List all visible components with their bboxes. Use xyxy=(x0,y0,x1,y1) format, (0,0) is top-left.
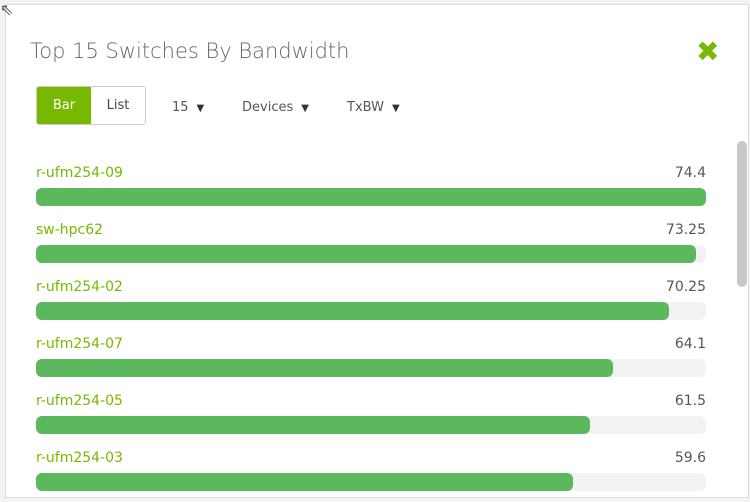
metric-dropdown[interactable]: TxBW ▼ xyxy=(347,100,400,115)
bar-fill xyxy=(36,245,696,263)
count-dropdown[interactable]: 15 ▼ xyxy=(172,100,204,115)
scope-dropdown[interactable]: Devices ▼ xyxy=(242,100,309,115)
scope-value: Devices xyxy=(242,100,294,115)
list-view-button[interactable]: List xyxy=(106,98,130,113)
scrollbar[interactable] xyxy=(737,141,747,287)
bar-row[interactable]: r-ufm254-03 59.6 xyxy=(36,450,706,492)
bar-row[interactable]: r-ufm254-05 61.5 xyxy=(36,393,706,435)
bar-value: 70.25 xyxy=(665,279,706,295)
bar-list: r-ufm254-09 74.4 sw-hpc62 73.25 r-ufm254… xyxy=(6,145,736,495)
bar-track xyxy=(36,416,706,434)
bar-row[interactable]: sw-hpc62 73.25 xyxy=(36,222,706,264)
device-link[interactable]: r-ufm254-02 xyxy=(36,279,123,295)
bar-row[interactable]: r-ufm254-07 64.1 xyxy=(36,336,706,378)
bar-track xyxy=(36,302,706,320)
bar-value: 64.1 xyxy=(674,336,706,352)
bar-fill xyxy=(36,473,573,491)
bar-fill xyxy=(36,188,706,206)
device-link[interactable]: r-ufm254-05 xyxy=(36,393,123,409)
view-toggle: Bar List xyxy=(36,86,146,125)
device-link[interactable]: r-ufm254-07 xyxy=(36,336,123,352)
bar-track xyxy=(36,359,706,377)
device-link[interactable]: r-ufm254-09 xyxy=(36,165,123,181)
count-value: 15 xyxy=(172,100,189,115)
device-link[interactable]: r-ufm254-03 xyxy=(36,450,123,466)
bar-track xyxy=(36,245,706,263)
caret-down-icon: ▼ xyxy=(196,103,205,114)
bar-fill xyxy=(36,302,669,320)
bar-fill xyxy=(36,359,614,377)
metric-value: TxBW xyxy=(347,100,384,115)
close-icon[interactable]: ✖ xyxy=(696,35,720,68)
bar-row[interactable]: r-ufm254-02 70.25 xyxy=(36,279,706,321)
bar-fill xyxy=(36,416,590,434)
bar-value: 61.5 xyxy=(674,393,706,409)
resize-arrow-icon[interactable]: ⇖ xyxy=(0,0,14,19)
caret-down-icon: ▼ xyxy=(391,103,400,114)
bar-track xyxy=(36,188,706,206)
bar-track xyxy=(36,473,706,491)
bar-view-button[interactable]: Bar xyxy=(37,87,91,124)
bar-value: 59.6 xyxy=(674,450,706,466)
bar-row[interactable]: r-ufm254-09 74.4 xyxy=(36,165,706,207)
caret-down-icon: ▼ xyxy=(301,103,309,114)
widget-panel: Top 15 Switches By Bandwidth ✖ Bar List … xyxy=(5,4,749,498)
widget-title: Top 15 Switches By Bandwidth xyxy=(30,39,350,63)
bar-value: 74.4 xyxy=(674,165,706,181)
bar-value: 73.25 xyxy=(665,222,706,238)
device-link[interactable]: sw-hpc62 xyxy=(36,222,104,238)
